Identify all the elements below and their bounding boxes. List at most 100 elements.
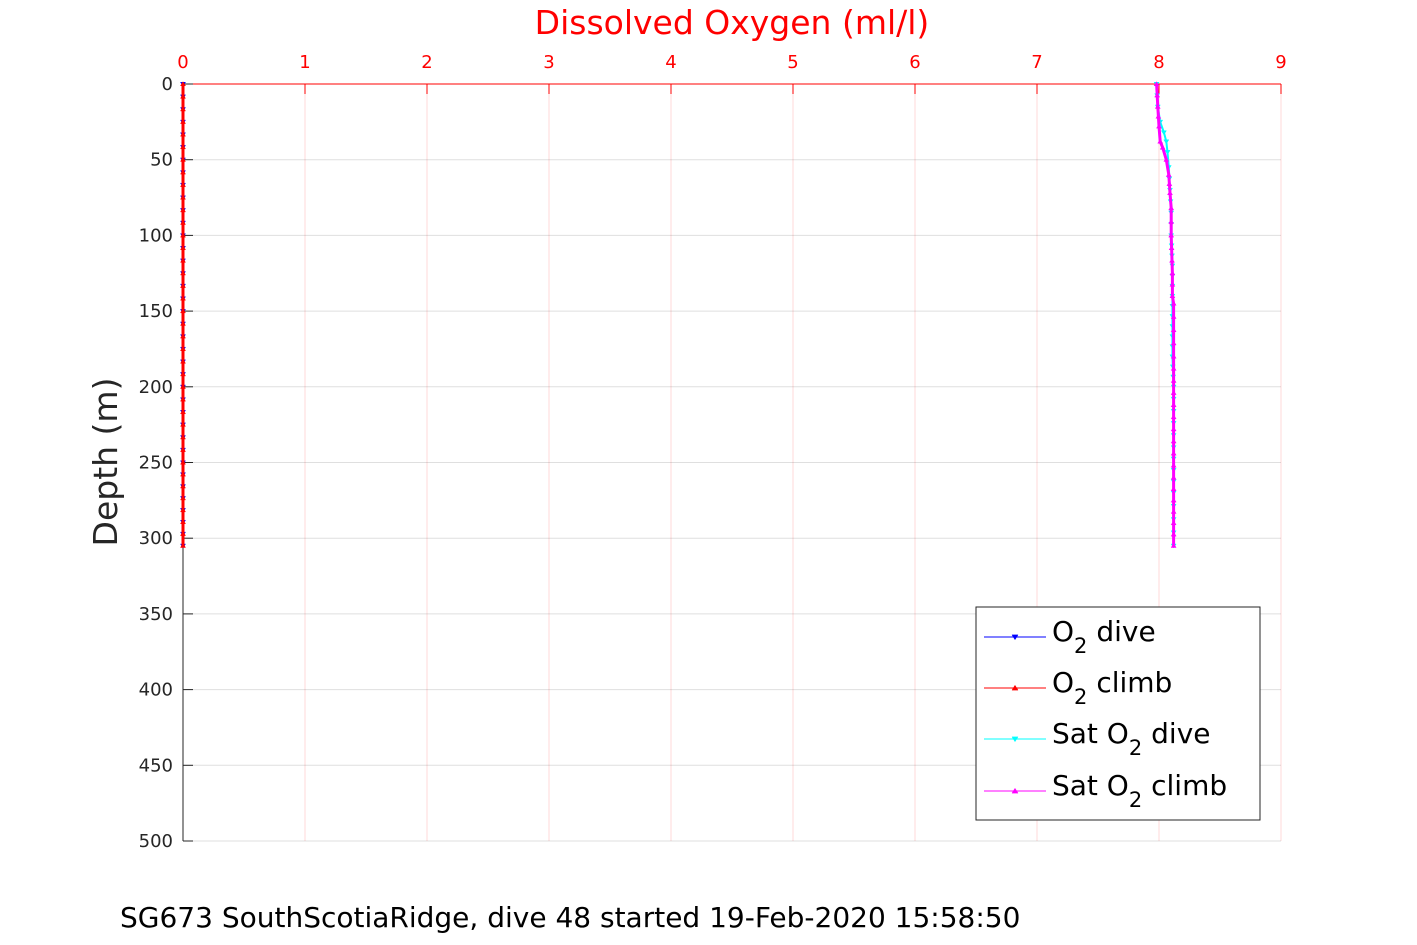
x-tick-label: 7 xyxy=(1031,52,1042,73)
data-point xyxy=(1168,205,1175,211)
data-point xyxy=(1170,314,1177,319)
data-point xyxy=(1157,138,1164,144)
data-point xyxy=(180,308,186,314)
data-point xyxy=(180,245,186,251)
x-tick-label: 0 xyxy=(177,52,188,73)
x-tick-label: 3 xyxy=(543,52,554,73)
y-tick-label: 200 xyxy=(139,377,173,398)
data-point xyxy=(180,232,186,238)
data-point xyxy=(180,144,186,150)
data-point xyxy=(1155,113,1162,119)
data-point xyxy=(180,257,186,263)
data-point xyxy=(1170,508,1177,514)
legend-label: Sat O2 climb xyxy=(1052,769,1227,812)
data-point xyxy=(180,447,186,452)
data-point xyxy=(1170,300,1177,306)
data-point xyxy=(1165,172,1172,177)
y-tick-label: 100 xyxy=(139,225,173,246)
data-point xyxy=(180,409,186,415)
data-point xyxy=(1166,181,1173,186)
legend-label: Sat O2 dive xyxy=(1052,717,1210,760)
data-point xyxy=(1170,327,1177,333)
data-point xyxy=(180,119,186,124)
data-point xyxy=(1170,390,1177,395)
data-point xyxy=(1170,531,1177,537)
series-3 xyxy=(1153,81,1177,548)
data-point xyxy=(1170,378,1177,383)
data-point xyxy=(180,283,186,288)
legend-label-text: climb xyxy=(1087,666,1172,699)
data-point xyxy=(1170,426,1177,432)
data-point xyxy=(1170,414,1177,420)
x-tick-label: 4 xyxy=(665,52,676,73)
data-point xyxy=(1170,438,1177,444)
data-point xyxy=(1170,497,1177,503)
x-tick-label: 2 xyxy=(421,52,432,73)
data-point xyxy=(180,371,186,377)
data-point xyxy=(180,543,186,548)
legend-label-text: O xyxy=(1052,666,1074,699)
legend-label-text: dive xyxy=(1142,717,1210,750)
data-point xyxy=(1159,144,1166,150)
legend-box xyxy=(975,606,1261,821)
data-point xyxy=(1163,139,1170,145)
legend-label-subscript: 2 xyxy=(1129,736,1142,760)
data-point xyxy=(180,421,186,427)
y-tick-label: 450 xyxy=(139,755,173,776)
data-point xyxy=(1169,281,1176,287)
y-tick-label: 250 xyxy=(139,453,173,474)
data-point xyxy=(180,531,186,536)
y-tick-label: 50 xyxy=(150,150,173,171)
data-point xyxy=(180,220,186,225)
data-point xyxy=(1011,787,1019,794)
data-point xyxy=(180,81,186,86)
data-point xyxy=(180,295,186,301)
data-point xyxy=(1167,190,1173,196)
data-point xyxy=(180,333,186,339)
data-point xyxy=(180,483,186,489)
data-point xyxy=(1154,103,1161,109)
data-point xyxy=(1011,634,1019,641)
data-point xyxy=(1170,462,1177,468)
y-tick-label: 400 xyxy=(139,680,173,701)
data-point xyxy=(180,182,186,187)
y-tick-label: 0 xyxy=(162,74,173,95)
legend-item-1: O2 climb xyxy=(984,666,1172,709)
x-tick-label: 1 xyxy=(299,52,310,73)
series-1 xyxy=(180,81,186,548)
data-point xyxy=(1164,150,1171,155)
data-point xyxy=(1168,232,1175,238)
data-point xyxy=(1156,123,1162,129)
y-tick-label: 300 xyxy=(139,528,173,549)
y-tick-label: 500 xyxy=(139,831,173,852)
data-point xyxy=(180,434,186,440)
data-point xyxy=(1170,353,1177,359)
data-point xyxy=(180,459,186,465)
data-point xyxy=(1169,257,1175,263)
legend-item-3: Sat O2 climb xyxy=(984,769,1227,812)
data-point xyxy=(180,93,186,99)
x-tick-label: 8 xyxy=(1153,52,1164,73)
data-point xyxy=(1160,130,1167,136)
x-tick-label: 9 xyxy=(1275,52,1286,73)
legend-item-0: O2 dive xyxy=(984,615,1156,658)
data-point xyxy=(180,194,186,200)
data-point xyxy=(1168,245,1175,251)
data-point xyxy=(1170,486,1177,491)
chart-caption: SG673 SouthScotiaRidge, dive 48 started … xyxy=(120,901,1020,934)
legend-item-2: Sat O2 dive xyxy=(984,717,1210,760)
legend-label-text: Sat O xyxy=(1052,717,1129,750)
data-point xyxy=(180,320,186,326)
data-point xyxy=(1170,365,1177,371)
data-point xyxy=(1011,684,1019,691)
data-point xyxy=(180,358,186,364)
data-point xyxy=(1163,156,1170,162)
legend-label-text: climb xyxy=(1142,769,1227,802)
data-point xyxy=(1170,340,1177,346)
legend-label-text: O xyxy=(1052,615,1074,648)
series-layer xyxy=(180,81,1177,549)
data-point xyxy=(1153,81,1160,86)
legend-label-subscript: 2 xyxy=(1074,685,1087,709)
data-point xyxy=(180,346,186,351)
